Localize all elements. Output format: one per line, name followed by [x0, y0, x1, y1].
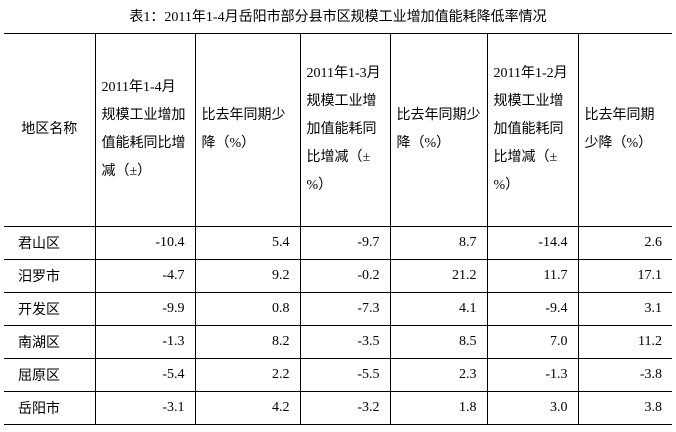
header-row: 地区名称 2011年1-4月规模工业增加值能耗同比增减（±） 比去年同期少降（%） 2… [4, 33, 672, 227]
header-cell: 2011年1-4月规模工业增加值能耗同比增减（±） [94, 33, 195, 227]
value-cell: -14.4 [486, 226, 578, 260]
table-row: 屈原区 -5.4 2.2 -5.5 2.3 -1.3 -3.8 [4, 358, 672, 392]
value-cell: 17.1 [577, 259, 672, 293]
value-cell: -1.3 [486, 358, 578, 392]
value-cell: -9.4 [486, 292, 578, 326]
value-cell: 7.0 [486, 325, 578, 359]
header-cell: 2011年1-2月规模工业增加值能耗同比增减（±%） [486, 33, 578, 227]
value-cell: 3.1 [577, 292, 672, 326]
value-cell: -9.7 [299, 226, 390, 260]
header-cell: 比去年同期少降（%） [389, 33, 487, 227]
value-cell: -5.5 [299, 358, 390, 392]
value-cell: 8.7 [389, 226, 487, 260]
value-cell: -3.1 [94, 391, 195, 425]
value-cell: -7.3 [299, 292, 390, 326]
value-cell: 8.2 [194, 325, 300, 359]
data-table: 地区名称 2011年1-4月规模工业增加值能耗同比增减（±） 比去年同期少降（%） 2… [4, 33, 672, 425]
value-cell: 11.2 [577, 325, 672, 359]
value-cell: -3.5 [299, 325, 390, 359]
value-cell: -10.4 [94, 226, 195, 260]
value-cell: -0.2 [299, 259, 390, 293]
header-cell: 地区名称 [4, 33, 95, 227]
value-cell: 11.7 [486, 259, 578, 293]
table-body: 君山区 -10.4 5.4 -9.7 8.7 -14.4 2.6 汨罗市 -4.7 9.2 -0.2… [4, 226, 672, 425]
table-row: 君山区 -10.4 5.4 -9.7 8.7 -14.4 2.6 [4, 226, 672, 260]
region-cell: 君山区 [4, 226, 95, 260]
value-cell: 8.5 [389, 325, 487, 359]
value-cell: 9.2 [194, 259, 300, 293]
value-cell: -3.8 [577, 358, 672, 392]
value-cell: 2.6 [577, 226, 672, 260]
region-cell: 汨罗市 [4, 259, 95, 293]
value-cell: -1.3 [94, 325, 195, 359]
table-title: 表1：2011年1-4月岳阳市部分县市区规模工业增加值能耗降低率情况 [129, 10, 547, 25]
value-cell: 3.0 [486, 391, 578, 425]
table-row: 开发区 -9.9 0.8 -7.3 4.1 -9.4 3.1 [4, 292, 672, 326]
value-cell: 2.3 [389, 358, 487, 392]
value-cell: 1.8 [389, 391, 487, 425]
value-cell: -9.9 [94, 292, 195, 326]
value-cell: 5.4 [194, 226, 300, 260]
table-row: 汨罗市 -4.7 9.2 -0.2 21.2 11.7 17.1 [4, 259, 672, 293]
value-cell: -5.4 [94, 358, 195, 392]
table-row: 南湖区 -1.3 8.2 -3.5 8.5 7.0 11.2 [4, 325, 672, 359]
header-cell: 2011年1-3月规模工业增加值能耗同比增减（±%） [299, 33, 390, 227]
region-cell: 开发区 [4, 292, 95, 326]
value-cell: 21.2 [389, 259, 487, 293]
value-cell: -3.2 [299, 391, 390, 425]
header-cell: 比去年同期少降（%） [577, 33, 672, 227]
header-cell: 比去年同期少降（%） [194, 33, 300, 227]
table-row: 岳阳市 -3.1 4.2 -3.2 1.8 3.0 3.8 [4, 391, 672, 425]
value-cell: 4.1 [389, 292, 487, 326]
value-cell: 2.2 [194, 358, 300, 392]
region-cell: 屈原区 [4, 358, 95, 392]
region-cell: 岳阳市 [4, 391, 95, 425]
value-cell: 0.8 [194, 292, 300, 326]
value-cell: 4.2 [194, 391, 300, 425]
value-cell: -4.7 [94, 259, 195, 293]
value-cell: 3.8 [577, 391, 672, 425]
region-cell: 南湖区 [4, 325, 95, 359]
